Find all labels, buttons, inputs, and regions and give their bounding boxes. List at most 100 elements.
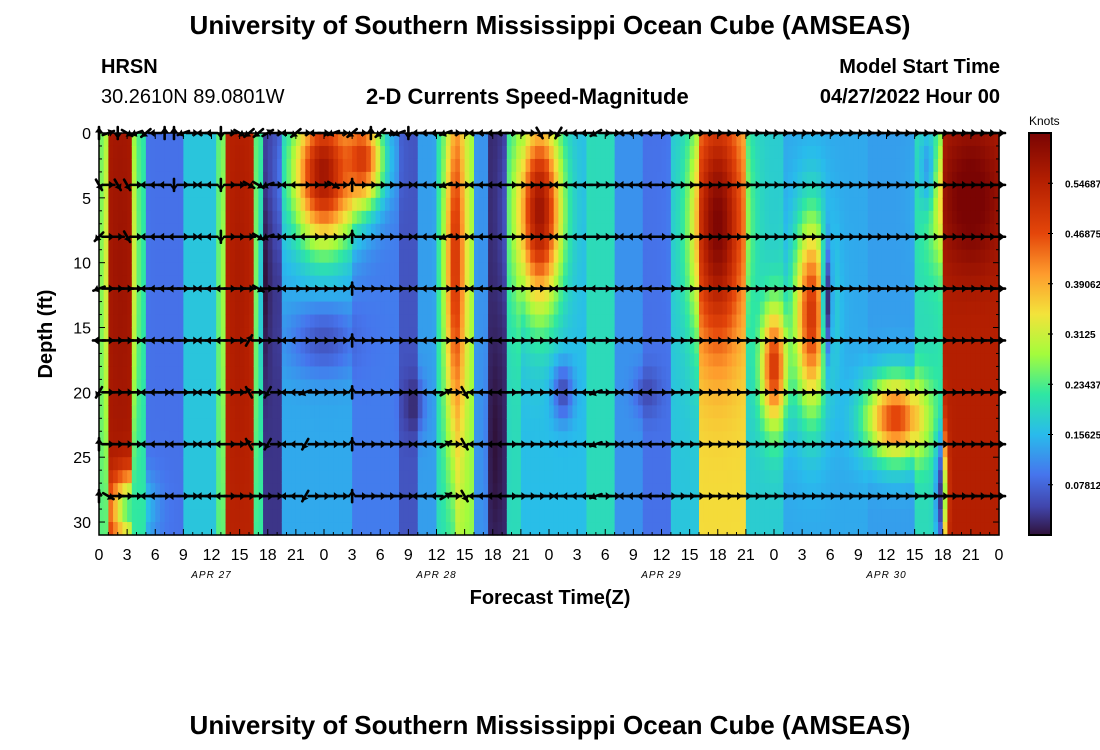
- heat-cell: [300, 340, 306, 355]
- heat-cell: [788, 288, 794, 303]
- heat-cell: [741, 444, 747, 458]
- heat-cell: [272, 444, 278, 458]
- heat-cell: [731, 366, 738, 380]
- heat-cell: [183, 275, 189, 290]
- heat-cell: [464, 210, 470, 225]
- heat-cell: [258, 158, 264, 173]
- heat-cell: [769, 262, 775, 277]
- heat-cell: [816, 133, 822, 147]
- heat-cell: [624, 509, 630, 523]
- heat-cell: [183, 366, 189, 380]
- heat-cell: [605, 470, 611, 484]
- heat-cell: [225, 275, 231, 290]
- heat-cell: [131, 509, 138, 523]
- heat-cell: [830, 133, 836, 147]
- heat-cell: [783, 301, 789, 316]
- heat-cell: [352, 327, 358, 342]
- heat-cell: [492, 522, 499, 536]
- heat-cell: [717, 158, 724, 173]
- heat-cell: [159, 249, 166, 264]
- heat-cell: [717, 366, 724, 380]
- heat-cell: [750, 483, 756, 497]
- heat-cell: [516, 314, 522, 329]
- heat-cell: [830, 262, 836, 277]
- heat-cell: [375, 496, 381, 510]
- heat-cell: [628, 236, 634, 251]
- heat-cell: [150, 210, 156, 225]
- heat-cell: [591, 288, 597, 303]
- heat-cell: [600, 236, 606, 251]
- heat-cell: [497, 483, 503, 497]
- heat-cell: [220, 522, 227, 536]
- heat-cell: [609, 210, 616, 225]
- heat-cell: [628, 275, 634, 290]
- heat-cell: [291, 275, 297, 290]
- heat-cell: [745, 327, 752, 342]
- heat-cell: [741, 249, 747, 264]
- heat-cell: [525, 210, 531, 225]
- heat-cell: [164, 522, 170, 536]
- heat-cell: [324, 249, 330, 264]
- heat-cell: [656, 275, 663, 290]
- heat-cell: [422, 275, 428, 290]
- heat-cell: [403, 444, 409, 458]
- heat-cell: [534, 418, 541, 432]
- heat-cell: [103, 405, 109, 419]
- heat-cell: [614, 405, 620, 419]
- heat-cell: [811, 496, 817, 510]
- heat-cell: [291, 483, 297, 497]
- heat-cell: [844, 457, 850, 471]
- heat-cell: [333, 496, 339, 510]
- heat-cell: [764, 314, 770, 329]
- heat-cell: [633, 133, 639, 147]
- heat-cell: [370, 470, 377, 484]
- heat-cell: [441, 457, 447, 471]
- heat-cell: [722, 314, 728, 329]
- heat-cell: [455, 405, 461, 419]
- heat-cell: [474, 379, 480, 393]
- heat-cell: [577, 301, 583, 316]
- heat-cell: [281, 145, 288, 160]
- heat-cell: [108, 275, 114, 290]
- heat-cell: [624, 249, 630, 264]
- heat-cell: [755, 457, 761, 471]
- heat-cell: [656, 210, 663, 225]
- heat-cell: [225, 470, 231, 484]
- heat-cell: [577, 457, 583, 471]
- heat-cell: [628, 314, 634, 329]
- heat-cell: [295, 392, 302, 406]
- heat-cell: [797, 483, 803, 497]
- heat-cell: [839, 210, 845, 225]
- heat-cell: [469, 457, 475, 471]
- heat-cell: [820, 418, 827, 432]
- heat-cell: [755, 236, 761, 251]
- heat-cell: [253, 275, 259, 290]
- heat-cell: [647, 366, 653, 380]
- heat-cell: [699, 327, 705, 342]
- heat-cell: [450, 457, 456, 471]
- heat-cell: [431, 275, 438, 290]
- heat-cell: [370, 444, 377, 458]
- heat-cell: [844, 314, 850, 329]
- heat-cell: [333, 327, 339, 342]
- heat-cell: [525, 184, 531, 199]
- heat-cell: [150, 405, 156, 419]
- heat-cell: [633, 327, 639, 342]
- heat-cell: [117, 197, 124, 212]
- heat-cell: [370, 340, 377, 355]
- heat-cell: [178, 366, 184, 380]
- heat-cell: [291, 431, 297, 445]
- heat-cell: [474, 418, 480, 432]
- heat-cell: [553, 522, 559, 536]
- heat-cell: [525, 509, 531, 523]
- heat-cell: [366, 522, 372, 536]
- heat-cell: [384, 184, 391, 199]
- heat-cell: [197, 288, 203, 303]
- heat-cell: [759, 418, 766, 432]
- heat-cell: [567, 223, 574, 238]
- heat-cell: [844, 353, 850, 368]
- heat-cell: [553, 340, 559, 355]
- heat-cell: [806, 145, 813, 160]
- heat-cell: [408, 210, 414, 225]
- heat-cell: [727, 522, 733, 536]
